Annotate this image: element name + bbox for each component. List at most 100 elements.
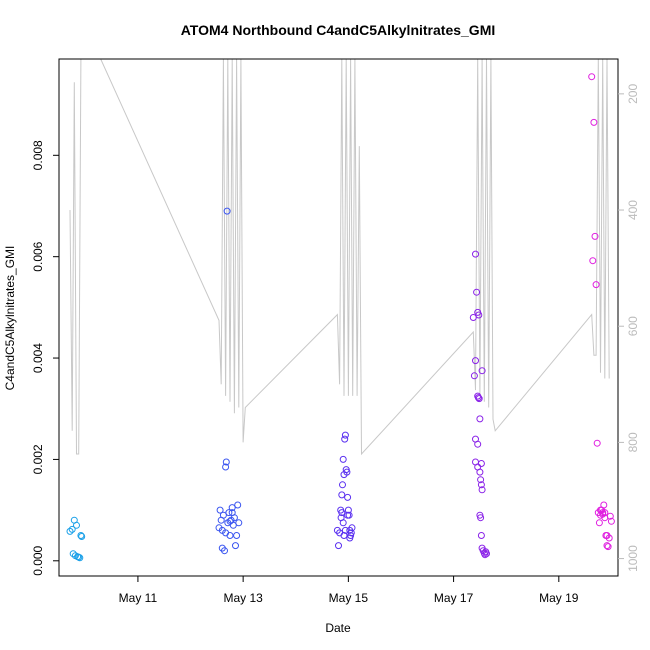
data-point bbox=[78, 533, 86, 540]
data-point bbox=[472, 357, 479, 365]
data-point bbox=[603, 532, 611, 539]
data-points bbox=[66, 73, 615, 562]
data-point bbox=[225, 509, 233, 517]
data-point bbox=[476, 415, 484, 423]
data-point bbox=[591, 232, 599, 240]
data-point bbox=[223, 207, 231, 215]
data-point bbox=[593, 439, 601, 447]
data-point bbox=[478, 367, 486, 375]
data-point bbox=[473, 288, 481, 296]
y-tick-label: 0.004 bbox=[31, 343, 45, 373]
x-tick-label: May 15 bbox=[329, 591, 369, 605]
data-point bbox=[341, 431, 349, 439]
data-point bbox=[475, 311, 483, 319]
chart-title: ATOM4 Northbound C4andC5Alkylnitrates_GM… bbox=[181, 22, 496, 38]
data-point bbox=[232, 542, 239, 550]
data-point bbox=[339, 455, 347, 463]
data-point bbox=[68, 525, 76, 533]
data-point bbox=[73, 521, 80, 529]
data-point bbox=[335, 542, 342, 550]
data-point bbox=[338, 491, 346, 499]
y-tick-label: 0.008 bbox=[31, 140, 45, 170]
data-point bbox=[233, 532, 241, 539]
data-point bbox=[339, 519, 347, 527]
data-point bbox=[477, 476, 485, 484]
data-point bbox=[469, 314, 477, 321]
data-point bbox=[228, 509, 236, 517]
data-point bbox=[344, 506, 352, 514]
right-tick-label: 400 bbox=[626, 200, 640, 220]
data-point bbox=[590, 118, 598, 126]
data-point bbox=[477, 532, 485, 539]
data-point bbox=[341, 435, 349, 443]
right-tick-label: 200 bbox=[626, 84, 640, 104]
data-point bbox=[76, 554, 84, 562]
data-point bbox=[477, 460, 485, 467]
data-point bbox=[222, 529, 230, 537]
x-tick-label: May 17 bbox=[434, 591, 474, 605]
data-point bbox=[476, 468, 484, 476]
data-point bbox=[600, 501, 608, 509]
data-point bbox=[470, 372, 478, 380]
data-point bbox=[77, 532, 85, 539]
y-axis: 0.000 0.002 0.004 0.006 0.008 bbox=[31, 140, 59, 576]
data-point bbox=[66, 527, 74, 535]
right-tick-label: 1000 bbox=[626, 545, 640, 572]
data-point bbox=[226, 517, 234, 525]
data-point bbox=[604, 543, 612, 551]
data-point bbox=[341, 526, 349, 534]
data-point bbox=[474, 394, 482, 402]
data-point bbox=[219, 511, 227, 519]
data-point bbox=[599, 509, 607, 517]
x-axis: May 11 May 13 May 15 May 17 May 19 bbox=[119, 576, 579, 605]
right-tick-label: 800 bbox=[626, 432, 640, 452]
data-point bbox=[343, 468, 351, 476]
data-point bbox=[472, 250, 479, 258]
y-tick-label: 0.006 bbox=[31, 241, 45, 271]
data-point bbox=[222, 463, 230, 471]
data-point bbox=[588, 73, 596, 81]
right-axis-series bbox=[69, 58, 610, 456]
x-tick-label: May 19 bbox=[539, 591, 579, 605]
y-tick-label: 0.000 bbox=[31, 545, 45, 575]
data-point bbox=[347, 529, 355, 537]
data-point bbox=[603, 542, 611, 550]
data-point bbox=[475, 395, 483, 403]
data-point bbox=[477, 514, 485, 522]
right-series-line bbox=[69, 58, 610, 456]
data-point bbox=[235, 519, 243, 527]
data-point bbox=[216, 506, 224, 514]
plot-frame bbox=[58, 58, 619, 577]
data-point bbox=[592, 281, 600, 289]
data-point bbox=[339, 481, 346, 489]
data-point bbox=[481, 551, 489, 559]
data-point bbox=[606, 512, 614, 520]
data-point bbox=[346, 534, 354, 542]
data-point bbox=[477, 481, 485, 489]
x-axis-label: Date bbox=[325, 621, 351, 635]
x-tick-label: May 13 bbox=[223, 591, 263, 605]
data-point bbox=[340, 532, 348, 539]
data-point bbox=[601, 509, 609, 517]
data-point bbox=[474, 440, 482, 448]
data-point bbox=[228, 504, 236, 512]
data-point bbox=[218, 544, 226, 552]
data-point bbox=[222, 458, 230, 466]
data-point bbox=[338, 509, 346, 517]
data-point bbox=[234, 501, 242, 509]
data-point bbox=[483, 550, 490, 558]
y-axis-label: C4andC5Alkylnitrates_GMI bbox=[3, 246, 17, 391]
x-tick-label: May 11 bbox=[119, 591, 158, 605]
data-point bbox=[595, 519, 603, 527]
data-point bbox=[589, 257, 597, 265]
data-point bbox=[348, 524, 356, 532]
data-point bbox=[344, 493, 352, 501]
data-point bbox=[344, 511, 352, 519]
data-point bbox=[607, 517, 615, 525]
y-tick-label: 0.002 bbox=[31, 444, 45, 474]
right-tick-label: 600 bbox=[626, 316, 640, 336]
right-axis: 200 400 600 800 1000 bbox=[618, 84, 640, 572]
data-point bbox=[478, 486, 486, 494]
